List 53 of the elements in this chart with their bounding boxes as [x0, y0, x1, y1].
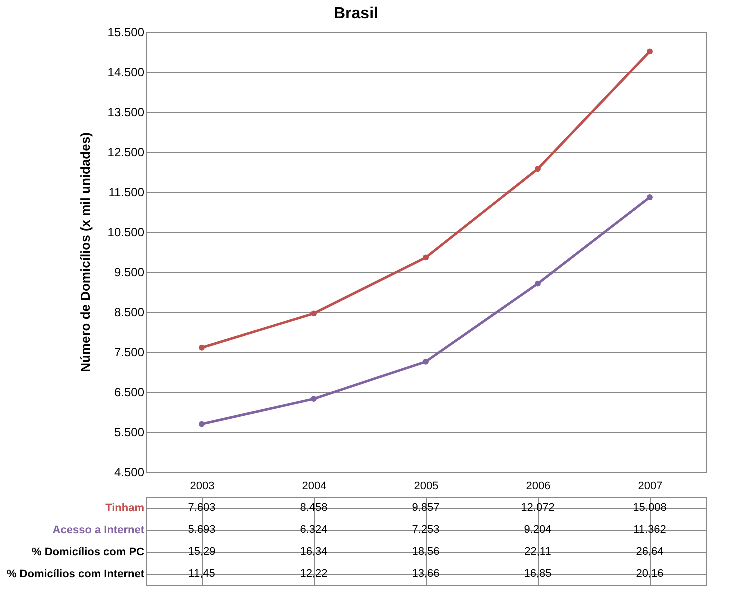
data-label: 7.253: [412, 524, 440, 536]
data-label: 8.458: [300, 502, 328, 514]
y-tick-label: 8.500: [114, 306, 145, 320]
x-tick-label: 2007: [638, 480, 663, 492]
text: 11,45: [188, 568, 216, 580]
point: [423, 358, 429, 365]
x-tick-label: 2006: [526, 480, 551, 492]
data-label: 6.324: [300, 524, 328, 536]
data-label: 11.362: [634, 524, 666, 536]
text: 16,34: [300, 546, 328, 558]
point: [199, 344, 205, 351]
text: 13,66: [412, 568, 440, 580]
point: [423, 254, 429, 261]
point: [647, 194, 653, 200]
y-tick-label: 10.500: [108, 226, 145, 240]
text: 22,11: [524, 546, 552, 558]
x-tick-label: 2003: [190, 480, 215, 492]
x-tick-label: 2004: [302, 480, 327, 492]
text: Acesso a Internet: [52, 524, 145, 536]
point: [535, 280, 541, 287]
chart-title: Brasil: [334, 6, 378, 22]
point: [199, 421, 205, 428]
point: [647, 48, 653, 55]
y-tick-label: 9.500: [114, 266, 145, 280]
data-label: 5.693: [188, 524, 216, 536]
y-tick-label: 6.500: [114, 386, 145, 400]
text: % Domicílios com Internet: [6, 568, 145, 580]
y-tick-label: 14.500: [108, 66, 145, 80]
y-axis-title: Número de Domicílios (x mil unidades): [78, 132, 93, 372]
y-tick-label: 15.500: [108, 26, 145, 40]
data-label: 9.857: [412, 502, 440, 514]
y-tick-label: 5.500: [114, 426, 145, 440]
text: 20,16: [636, 568, 664, 580]
y-tick-label: 13.500: [108, 106, 145, 120]
data-label: 15.008: [633, 502, 667, 514]
data-label: 7.603: [188, 502, 216, 514]
text: 16,85: [524, 568, 552, 580]
point: [535, 166, 541, 172]
y-tick-label: 12.500: [108, 146, 145, 160]
text: 12,22: [300, 568, 328, 580]
text: 15,29: [188, 546, 216, 558]
point: [311, 396, 317, 402]
y-tick-label: 7.500: [114, 346, 145, 360]
data-label: 9.204: [524, 524, 552, 536]
text: % Domicílios com PC: [32, 546, 145, 558]
text: 18,56: [412, 546, 440, 558]
y-tick-label: 11.500: [108, 186, 145, 200]
y-tick-label: 4.500: [114, 466, 145, 480]
data-label: 12.072: [521, 502, 555, 514]
x-tick-label: 2005: [414, 480, 439, 492]
point: [311, 310, 317, 317]
text: 26,64: [636, 546, 664, 558]
text: Tinham: [106, 502, 145, 514]
